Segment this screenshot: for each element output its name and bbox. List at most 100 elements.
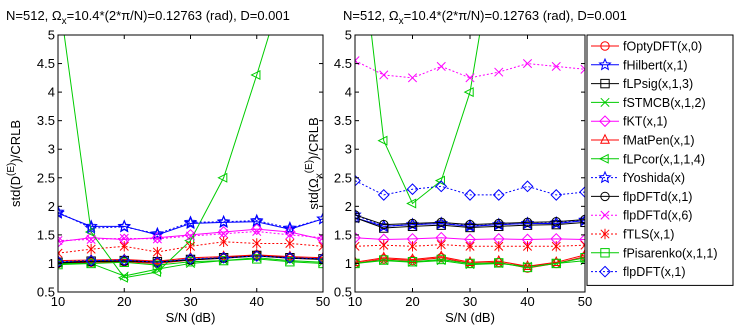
series-7 [63,35,270,283]
legend-label: fLPcor(x,1,1,4) [623,152,705,166]
marker-star [58,205,65,218]
marker-x [379,70,389,80]
marker-triangle [407,253,418,264]
marker-triangle [522,259,533,270]
marker-square [58,259,63,270]
marker-diamond [377,189,390,201]
marker-square [465,222,475,233]
series-10 [58,226,323,246]
marker-triangle [117,272,128,283]
marker-square [355,258,360,269]
legend-box [586,34,734,286]
series-11 [58,236,323,259]
y-tick-label: 2.5 [37,170,55,185]
legend-label: fPisarenko(x,1,1) [623,246,717,260]
marker-square [252,254,262,264]
marker-asterisk [355,241,360,252]
marker-asterisk [252,238,262,249]
y-tick-label: 3 [48,142,55,157]
y-tick-label: 5 [48,28,55,43]
marker-star [183,216,198,230]
x-tick-label: 10 [348,294,362,309]
marker-asterisk [152,246,162,258]
marker-diamond [58,255,64,268]
x-tick-label: 10 [51,294,65,309]
y-tick-label: 0.5 [334,285,352,300]
marker-star [598,170,612,184]
series-line [58,258,323,266]
marker-diamond [118,254,131,266]
marker-star [283,221,297,234]
marker-asterisk [465,241,475,252]
marker-triangle [493,254,504,265]
x-tick-label: 20 [405,294,419,309]
x-tick-label: 30 [183,294,197,309]
marker-asterisk [522,241,533,252]
marker-square [522,262,533,273]
marker-square [119,257,129,268]
marker-triangle [184,235,195,246]
y-tick-label: 2 [345,199,352,214]
marker-x [522,59,533,69]
x-tick-label: 50 [578,294,592,309]
y-tick-label: 4 [345,85,352,100]
marker-circle [465,219,475,230]
marker-triangle [378,251,389,262]
marker-asterisk [407,241,418,252]
y-tick-label: 2.5 [334,170,352,185]
legend-label: fMatPen(x,1) [623,134,695,148]
marker-square [600,78,610,89]
marker-x [436,61,446,71]
legend-item: fOptyDFT(x,0) [591,40,702,54]
marker-diamond [317,233,323,246]
marker-circle [355,210,360,220]
marker-square [218,255,229,266]
marker-x [494,67,504,77]
legend-label: fOptyDFT(x,0) [623,40,702,54]
marker-asterisk [86,243,96,255]
marker-triangle [317,251,323,262]
y-tick-label: 5 [345,28,352,43]
marker-square [551,219,561,230]
legend-item: flpDFTd(x,1) [591,190,692,204]
y-tick-label: 3 [345,142,352,157]
marker-x [600,210,610,220]
marker-square [379,255,389,265]
marker-triangle [551,255,562,267]
series-13 [58,250,323,269]
marker-circle [379,219,389,230]
legend-item: fPisarenko(x,1,1) [591,246,717,260]
legend-label: flpDFTd(x,1) [623,190,692,204]
y-tick-label: 1 [48,256,55,271]
marker-asterisk [551,241,561,252]
marker-asterisk [185,241,196,252]
marker-x [551,61,561,71]
y-tick-label: 1 [345,256,352,271]
marker-asterisk [318,241,323,252]
y-tick-label: 4 [48,85,55,100]
legend-item: fLPsig(x,1,3) [591,77,693,91]
series-11 [355,239,585,252]
legend-label: fLPsig(x,1,3) [623,77,693,91]
marker-diamond [599,265,611,278]
series-line [355,180,585,196]
marker-circle [494,218,504,229]
marker-diamond [492,189,505,201]
marker-square [185,257,196,267]
marker-star [598,57,612,71]
marker-diamond [579,233,585,246]
y-tick-label: 4.5 [334,56,352,71]
marker-star [117,219,131,233]
marker-triangle [406,198,417,209]
y-tick-label: 3.5 [334,113,352,128]
marker-x [58,236,63,246]
marker-square [494,258,504,268]
marker-x [219,229,229,239]
marker-x [407,73,418,83]
legend-item: flpDFTd(x,6) [591,209,692,223]
chart-title: N=512, Ωx=10.4*(2*π/N)=0.12763 (rad), D=… [6,8,290,27]
marker-x [600,97,610,107]
marker-square [355,213,360,223]
legend-item: fMatPen(x,1) [591,134,695,148]
series-line [58,255,323,263]
